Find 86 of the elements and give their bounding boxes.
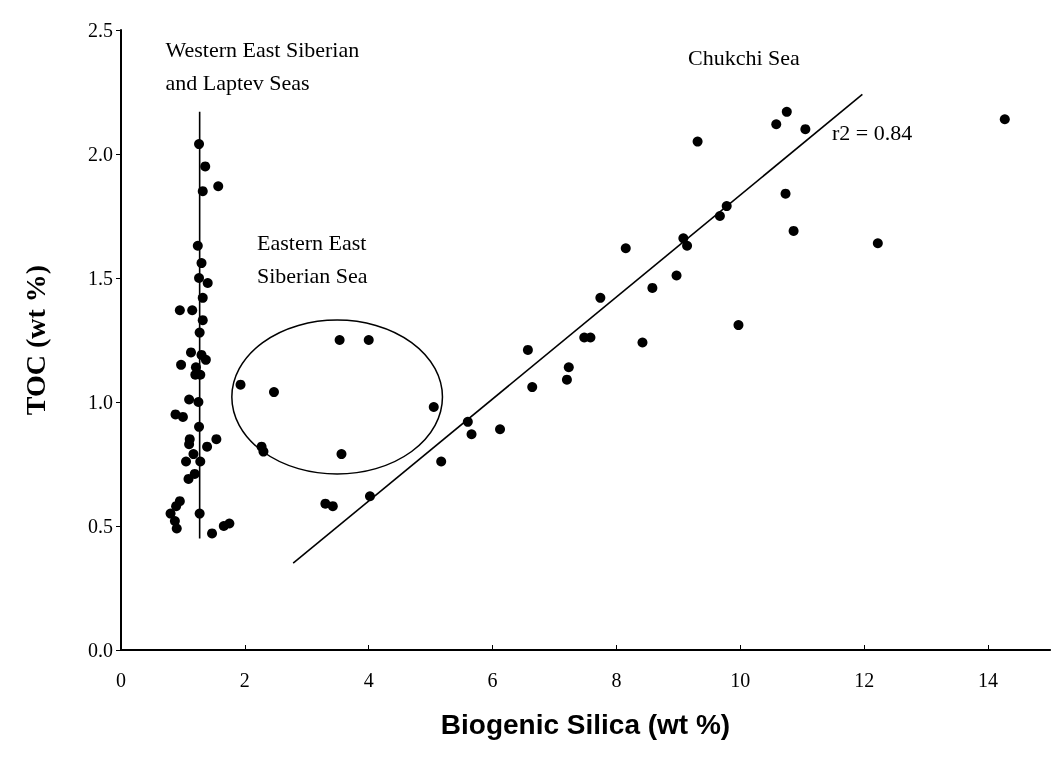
point xyxy=(197,315,208,326)
point xyxy=(334,335,345,345)
annotation: Eastern East Siberian Sea xyxy=(257,230,372,288)
point xyxy=(671,270,682,281)
point xyxy=(364,491,375,502)
y-tick-label: 2.0 xyxy=(88,143,113,165)
point xyxy=(647,282,658,293)
point xyxy=(211,434,222,445)
x-tick-label: 2 xyxy=(239,669,250,691)
point xyxy=(196,258,207,269)
point xyxy=(595,292,606,303)
y-axis-title: TOC (wt %) xyxy=(19,264,51,416)
point xyxy=(213,181,224,192)
point xyxy=(192,240,203,251)
y-tick-label: 1.0 xyxy=(88,391,113,413)
point xyxy=(202,441,213,452)
point xyxy=(194,327,205,338)
point xyxy=(197,292,208,303)
point xyxy=(194,139,205,150)
point xyxy=(678,233,689,244)
point xyxy=(363,335,374,345)
point xyxy=(327,501,338,512)
point xyxy=(436,456,447,467)
point xyxy=(495,424,506,435)
point xyxy=(999,114,1010,125)
y-tick-label: 0.5 xyxy=(88,515,113,537)
x-tick-label: 6 xyxy=(487,669,498,691)
point xyxy=(235,379,246,390)
y-tick-label: 0.0 xyxy=(88,639,113,661)
point xyxy=(428,401,439,412)
point xyxy=(188,449,199,460)
x-tick-label: 10 xyxy=(730,669,751,691)
point xyxy=(788,225,799,236)
point xyxy=(336,449,347,460)
point xyxy=(194,421,205,432)
point xyxy=(197,186,208,197)
point xyxy=(194,508,205,519)
point xyxy=(193,397,204,407)
x-tick-label: 14 xyxy=(978,669,999,691)
y-tick-label: 1.5 xyxy=(88,267,113,289)
y-tick-label: 2.5 xyxy=(88,19,113,41)
point xyxy=(692,136,703,147)
point xyxy=(224,518,235,529)
point xyxy=(800,124,811,135)
point xyxy=(187,305,198,316)
point xyxy=(527,382,538,393)
point xyxy=(195,456,206,467)
point xyxy=(177,411,188,422)
point xyxy=(637,337,648,348)
x-tick-label: 12 xyxy=(854,669,875,691)
point xyxy=(780,188,791,199)
point xyxy=(200,161,211,172)
point xyxy=(174,305,185,316)
point xyxy=(561,374,572,385)
point xyxy=(563,362,574,373)
point xyxy=(185,347,196,358)
point xyxy=(171,523,182,534)
point xyxy=(781,106,792,117)
x-axis-title: Biogenic Silica (wt %) xyxy=(440,708,731,740)
x-tick-label: 8 xyxy=(611,669,622,691)
point xyxy=(171,501,182,512)
point xyxy=(466,429,477,440)
point xyxy=(181,456,192,467)
annotation: Chukchi Sea xyxy=(688,45,801,70)
point xyxy=(184,394,195,405)
point xyxy=(733,320,744,331)
point xyxy=(207,528,218,539)
point xyxy=(176,359,187,370)
point xyxy=(200,354,211,365)
point xyxy=(194,273,205,283)
annotation: r2 = 0.84 xyxy=(832,120,913,145)
point xyxy=(714,211,725,221)
annotation: Western East Siberian and Laptev Seas xyxy=(165,37,365,95)
point xyxy=(522,344,533,355)
point xyxy=(872,238,883,249)
point xyxy=(268,387,279,398)
point xyxy=(620,243,631,254)
point xyxy=(721,201,732,212)
x-tick-label: 0 xyxy=(116,669,126,691)
point xyxy=(183,473,194,484)
point xyxy=(462,416,473,427)
point xyxy=(682,240,693,251)
point xyxy=(189,468,200,479)
point xyxy=(771,119,782,130)
point xyxy=(202,277,213,288)
x-tick-label: 4 xyxy=(363,669,374,691)
